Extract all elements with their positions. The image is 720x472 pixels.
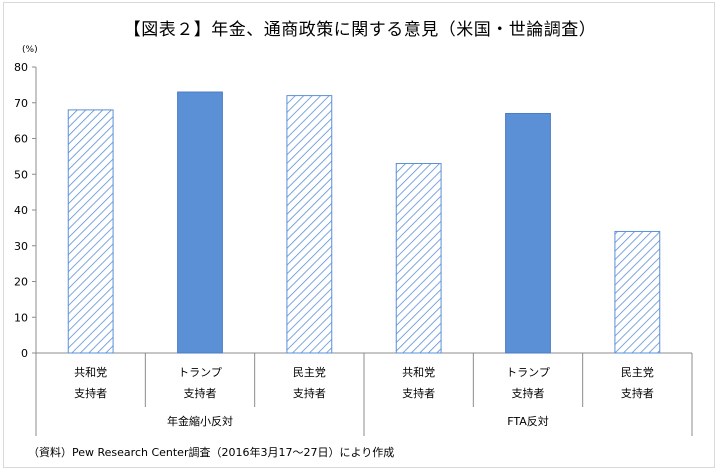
y-tick-label: 80: [14, 61, 28, 74]
category-label-line1: 共和党: [402, 366, 435, 379]
bar: [505, 112, 551, 354]
category-label-line2: 支持者: [74, 386, 107, 400]
y-axis-unit: (%): [22, 45, 38, 55]
group-label: FTA反対: [507, 414, 549, 428]
category-label-line2: 支持者: [184, 386, 217, 400]
y-tick-label: 70: [14, 97, 28, 110]
y-tick-label: 20: [14, 276, 28, 289]
y-tick-label: 10: [14, 311, 28, 324]
category-label-line1: トランプ: [506, 366, 550, 379]
bar: [286, 95, 333, 354]
bar: [395, 163, 442, 354]
bar: [177, 91, 223, 354]
bar: [67, 109, 114, 354]
y-tick-label: 30: [14, 240, 28, 253]
category-label-line2: 支持者: [621, 386, 654, 400]
category-label-line1: 民主党: [293, 366, 326, 379]
category-label-line1: トランプ: [178, 366, 222, 379]
y-tick-label: 50: [14, 168, 28, 181]
category-label-line2: 支持者: [293, 386, 326, 400]
group-label: 年金縮小反対: [167, 414, 233, 428]
source-note: （資料）Pew Research Center調査（2016年3月17～27日）…: [28, 446, 395, 459]
category-label-line1: 民主党: [621, 366, 654, 379]
y-tick-label: 60: [14, 133, 28, 146]
y-tick-label: 40: [14, 204, 28, 217]
category-label-line1: 共和党: [74, 366, 107, 379]
bar: [614, 230, 661, 354]
category-label-line2: 支持者: [512, 386, 545, 400]
category-label-line2: 支持者: [402, 386, 435, 400]
y-tick-label: 0: [21, 347, 28, 360]
chart-frame: [3, 2, 715, 468]
chart-title: 【図表２】年金、通商政策に関する意見（米国・世論調査）: [123, 20, 597, 40]
